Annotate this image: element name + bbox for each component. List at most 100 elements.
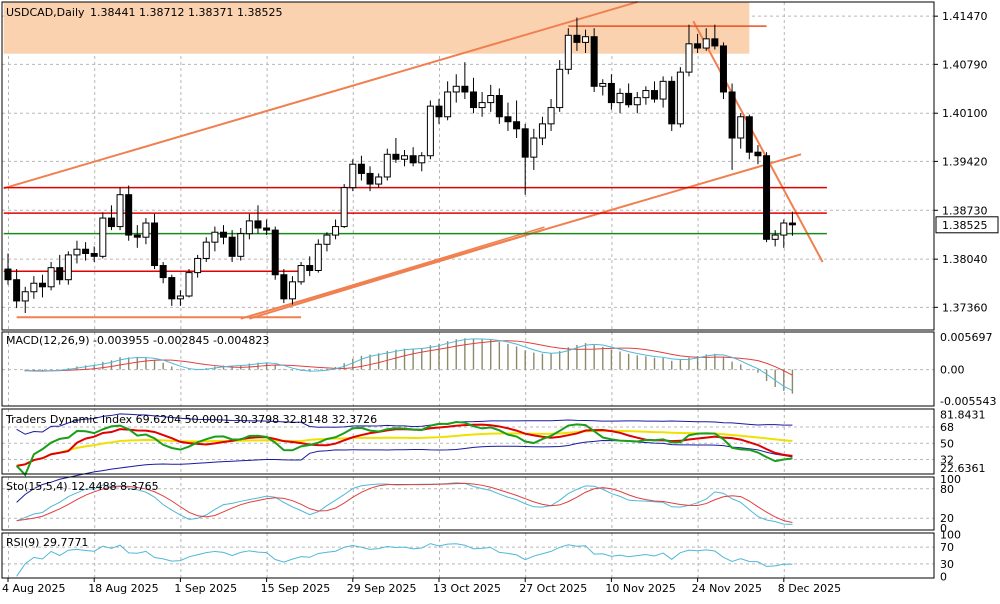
date-tick-label: 13 Oct 2025 <box>433 582 501 595</box>
candle-body <box>56 267 64 281</box>
candle <box>185 269 193 298</box>
candle-body <box>771 234 779 240</box>
candle <box>314 239 322 273</box>
candle <box>685 24 693 77</box>
candle-body <box>478 102 486 109</box>
macd-label: MACD(12,26,9) -0.003955 -0.002845 -0.004… <box>6 334 269 347</box>
candle <box>38 274 46 298</box>
candle <box>194 254 202 278</box>
candle-body <box>599 82 607 87</box>
candle <box>56 254 64 285</box>
indicator-axis-label: 0 <box>940 570 947 583</box>
candle-body <box>254 220 262 229</box>
candle <box>737 113 745 149</box>
candle-body <box>323 234 331 245</box>
rsi-line <box>16 543 793 577</box>
candle-body <box>30 282 38 293</box>
candle-body <box>435 105 443 118</box>
chart-header-ohlc: 1.38441 1.38712 1.38371 1.38525 <box>90 6 282 19</box>
candle <box>513 100 521 139</box>
tdi-price-line <box>15 421 793 477</box>
candle-body <box>383 153 391 178</box>
candle <box>90 246 98 262</box>
candle-body <box>504 116 512 123</box>
candle <box>728 83 736 170</box>
date-tick-label: 10 Nov 2025 <box>605 582 675 595</box>
candle <box>719 42 727 100</box>
candle-body <box>47 267 55 288</box>
candle-body <box>633 97 641 106</box>
candle-body <box>487 95 495 104</box>
candle <box>478 91 486 117</box>
candle-body <box>547 107 555 125</box>
resistance-zone <box>3 2 750 54</box>
candle <box>702 28 710 51</box>
candle <box>306 256 314 277</box>
candle-body <box>745 116 753 153</box>
candle <box>366 166 374 192</box>
candle <box>745 114 753 160</box>
candle <box>582 29 590 54</box>
candle-body <box>780 222 788 236</box>
candle-body <box>418 155 426 164</box>
candle-body <box>306 265 314 271</box>
candle-body <box>349 163 357 189</box>
candle <box>590 28 598 92</box>
candle <box>754 145 762 165</box>
candle-body <box>107 217 115 228</box>
tdi-panel <box>2 413 934 503</box>
trend-line <box>251 226 545 317</box>
indicator-axis-label: 68 <box>940 421 954 434</box>
candle <box>263 219 271 236</box>
tdi-label: Traders Dynamic Index 69.6204 50.0001 30… <box>5 413 377 426</box>
candle <box>125 185 133 241</box>
indicator-axis-label: 70 <box>940 541 954 554</box>
candle <box>426 100 434 160</box>
price-tick-label: 1.39420 <box>942 155 988 168</box>
candle <box>616 88 624 114</box>
candle-body <box>788 222 796 226</box>
candle <box>228 230 236 262</box>
candle <box>780 219 788 248</box>
candle-body <box>607 82 615 104</box>
candle-body <box>426 105 434 157</box>
indicator-axis-label: 30 <box>940 558 954 571</box>
candle-body <box>125 194 133 236</box>
candle-body <box>237 233 245 257</box>
candle <box>771 230 779 247</box>
stochastic-panel <box>2 482 934 525</box>
candle <box>13 269 21 309</box>
price-tick-label: 1.38730 <box>942 204 988 217</box>
candle <box>202 237 210 262</box>
candle <box>599 79 607 96</box>
candle-body <box>202 241 210 259</box>
candle <box>659 76 667 108</box>
rsi-label: RSI(9) 29.7771 <box>6 536 88 549</box>
candle <box>651 81 658 103</box>
sto-label: Sto(15,5,4) 12.4488 8.3765 <box>6 480 159 493</box>
candle <box>254 205 262 234</box>
date-tick-label: 15 Sep 2025 <box>261 582 331 595</box>
macd-signal-line <box>25 340 793 376</box>
candle <box>547 99 555 131</box>
candle-body <box>82 248 90 254</box>
candle <box>64 251 72 285</box>
candle-body <box>99 217 107 257</box>
candle <box>288 276 296 305</box>
candle-body <box>469 91 477 109</box>
candle <box>116 187 124 231</box>
candle-body <box>176 295 184 300</box>
candle-body <box>151 222 159 267</box>
candle-body <box>513 121 521 130</box>
candle <box>538 116 546 146</box>
candle-body <box>651 90 658 100</box>
indicator-axis-label: 0.00 <box>940 364 965 377</box>
candle-body <box>288 281 296 300</box>
indicator-axis-label: 32 <box>940 454 954 467</box>
candle-body <box>142 222 150 238</box>
candle-body <box>676 71 684 125</box>
candle-body <box>625 92 633 106</box>
date-tick-label: 27 Oct 2025 <box>519 582 587 595</box>
